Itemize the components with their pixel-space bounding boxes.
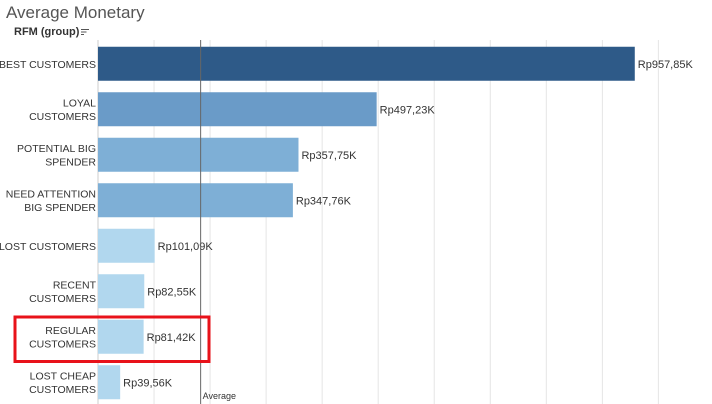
bar[interactable] [98, 137, 299, 172]
chart-title: Average Monetary [6, 3, 145, 22]
category-label: CUSTOMERS [29, 111, 96, 123]
category-label: LOST CHEAP [30, 371, 96, 383]
bar[interactable] [98, 46, 635, 81]
bar[interactable] [98, 228, 155, 263]
bar[interactable] [98, 274, 145, 309]
category-label: CUSTOMERS [29, 384, 96, 396]
category-label: POTENTIAL BIG [17, 143, 96, 155]
value-label: Rp101,09K [158, 241, 214, 253]
category-label: LOYAL [63, 98, 96, 110]
dimension-header-label: RFM (group) [14, 26, 80, 38]
bar[interactable] [98, 319, 144, 354]
bar[interactable] [98, 365, 121, 400]
sort-icon[interactable] [81, 28, 90, 36]
category-label: CUSTOMERS [29, 339, 96, 351]
highlight-box [13, 315, 211, 363]
average-label: Average [203, 391, 236, 401]
value-label: Rp357,75K [301, 150, 357, 162]
value-label: Rp39,56K [123, 377, 173, 389]
bar[interactable] [98, 92, 377, 127]
category-label: CUSTOMERS [29, 293, 96, 305]
value-label: Rp82,55K [147, 286, 197, 298]
bar[interactable] [98, 183, 293, 218]
dimension-header[interactable]: RFM (group) [14, 26, 90, 38]
category-label: LOST CUSTOMERS [0, 241, 96, 253]
value-label: Rp497,23K [380, 104, 436, 116]
category-label: RECENT [53, 280, 97, 292]
category-label: REGULAR [45, 325, 96, 337]
category-label: NEED ATTENTION [6, 189, 96, 201]
value-label: Rp957,85K [638, 59, 694, 71]
value-label: Rp81,42K [147, 332, 197, 344]
category-label: BEST CUSTOMERS [0, 59, 96, 71]
category-label: SPENDER [45, 157, 96, 169]
category-label: BIG SPENDER [24, 202, 96, 214]
value-label: Rp347,76K [296, 195, 352, 207]
